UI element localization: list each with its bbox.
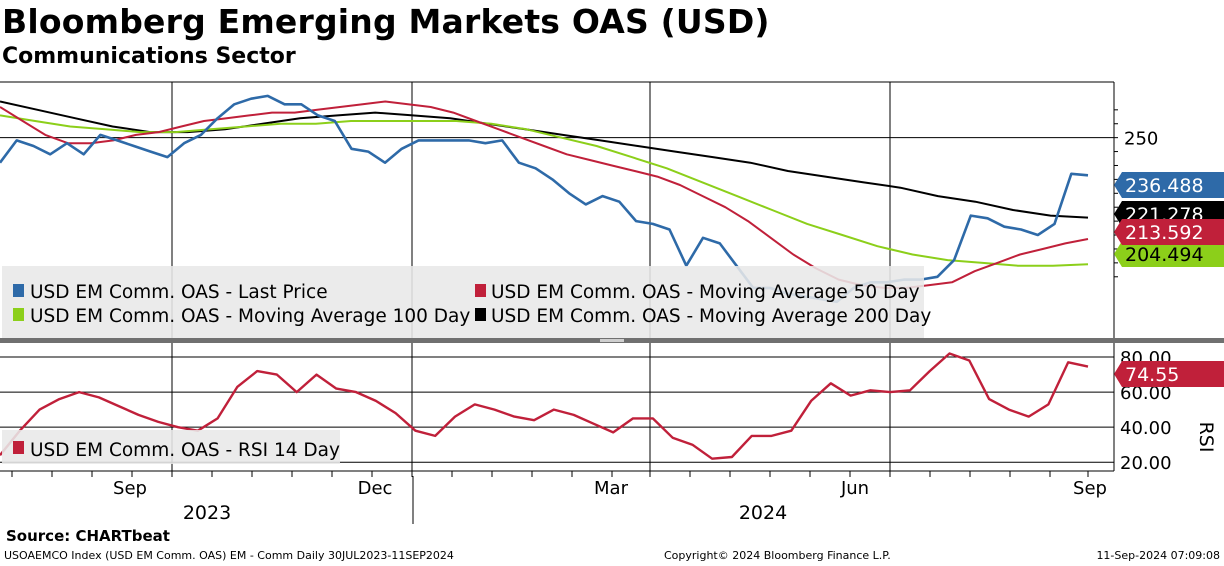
x-tick-label: Dec	[358, 478, 393, 499]
value-tag-background	[1114, 219, 1224, 245]
lower-legend: USD EM Comm. OAS - RSI 14 Day	[2, 430, 340, 464]
value-tag-background	[1114, 361, 1224, 387]
rsi-axis-title: RSI	[1195, 422, 1217, 453]
legend-label-rsi: USD EM Comm. OAS - RSI 14 Day	[30, 440, 340, 461]
x-tick-label: Sep	[113, 478, 147, 499]
value-tag-rsi: 74.55	[1114, 361, 1224, 387]
legend-label-ma100: USD EM Comm. OAS - Moving Average 100 Da…	[30, 306, 470, 327]
upper-legend: USD EM Comm. OAS - Last Price USD EM Com…	[2, 266, 931, 338]
value-tag-text: 74.55	[1125, 364, 1179, 386]
x-tick-label: Mar	[594, 478, 629, 499]
series-line-rsi	[0, 352, 1089, 460]
y-tick-label: 60.00	[1120, 383, 1172, 404]
y-tick-label: 250	[1124, 129, 1158, 150]
y-tick-label: 40.00	[1120, 418, 1172, 439]
source-label: Source: CHARTbeat	[6, 527, 170, 545]
chart-title: Bloomberg Emerging Markets OAS (USD)	[2, 2, 770, 41]
legend-label-last-price: USD EM Comm. OAS - Last Price	[30, 282, 328, 303]
value-tag-text: 204.494	[1125, 244, 1204, 266]
chart-subtitle: Communications Sector	[2, 44, 296, 69]
x-year-label: 2023	[183, 502, 231, 524]
series-line-ma100	[0, 114, 1089, 267]
value-tag-ma100: 204.494	[1114, 241, 1224, 267]
value-tag-text: 213.592	[1125, 222, 1204, 244]
x-axis: Sep Dec Mar Jun Sep 2023 2024	[0, 470, 1114, 524]
y-tick-label: 20.00	[1120, 453, 1172, 474]
timestamp: 11-Sep-2024 07:09:08	[1096, 549, 1220, 562]
series-line-ma200	[0, 100, 1089, 219]
x-tick-label: Sep	[1073, 478, 1107, 499]
legend-swatch-ma100	[13, 308, 24, 321]
value-tag-background	[1114, 241, 1224, 267]
value-tag-text: 236.488	[1125, 175, 1204, 197]
legend-swatch-ma50	[475, 284, 486, 297]
value-tag-ma50: 213.592	[1114, 219, 1224, 245]
legend-swatch-ma200	[475, 308, 486, 321]
copyright: Copyright© 2024 Bloomberg Finance L.P.	[664, 549, 891, 562]
legend-label-ma200: USD EM Comm. OAS - Moving Average 200 Da…	[491, 306, 931, 327]
legend-swatch-rsi	[13, 441, 24, 454]
legend-label-ma50: USD EM Comm. OAS - Moving Average 50 Day	[491, 282, 920, 303]
x-tick-label: Jun	[840, 478, 869, 499]
series-line-ma50	[0, 100, 1089, 289]
value-tag-background	[1114, 172, 1224, 198]
panel-divider-grip[interactable]	[600, 339, 624, 342]
ticker-info: USOAEMCO Index (USD EM Comm. OAS) EM - C…	[4, 549, 454, 562]
value-tag-last-price: 236.488	[1114, 172, 1224, 198]
x-year-label: 2024	[739, 502, 787, 524]
legend-swatch-last-price	[13, 284, 24, 297]
